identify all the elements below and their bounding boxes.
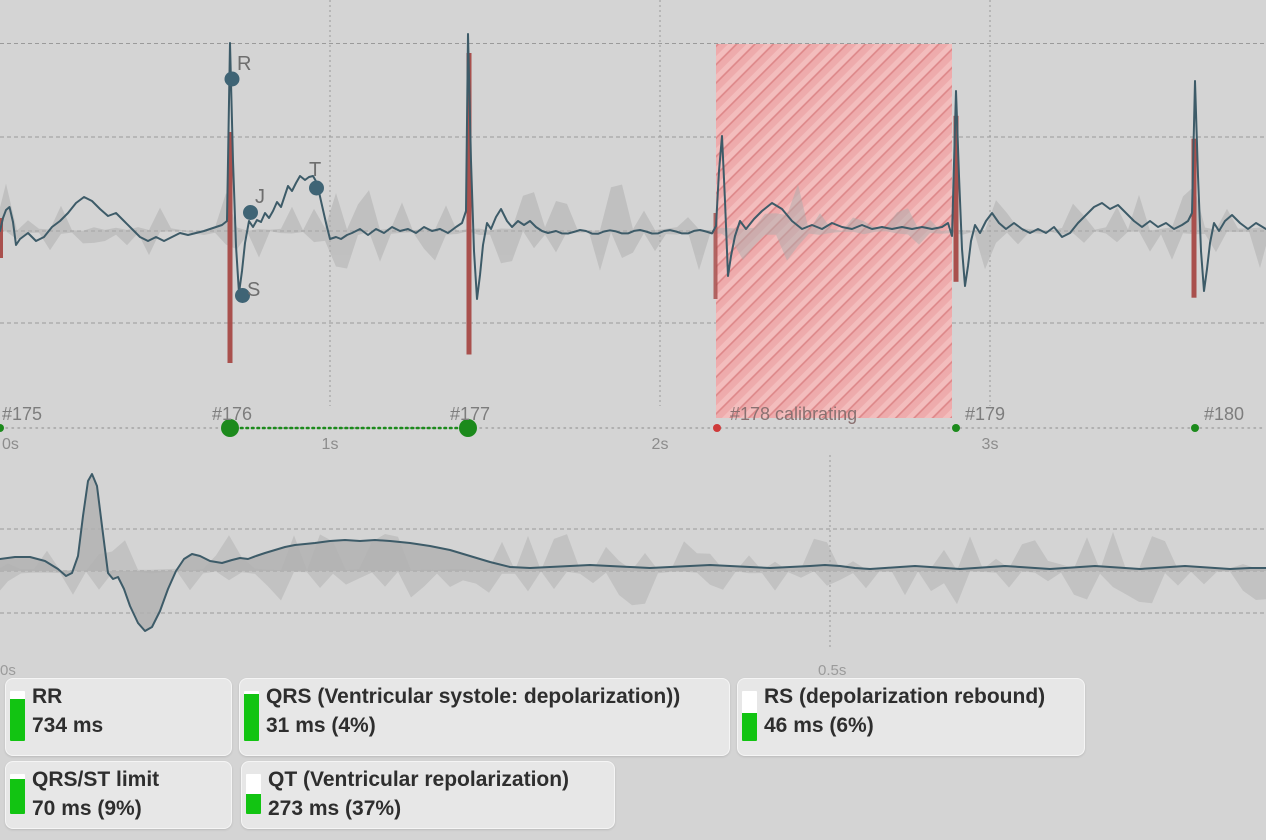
svg-text:#177: #177 <box>450 404 490 424</box>
svg-text:3s: 3s <box>982 436 999 453</box>
svg-text:J: J <box>255 186 265 208</box>
svg-text:#180: #180 <box>1204 404 1244 424</box>
svg-text:1s: 1s <box>322 436 339 453</box>
svg-text:0s: 0s <box>2 436 19 453</box>
svg-text:T: T <box>309 159 321 181</box>
svg-text:2s: 2s <box>652 436 669 453</box>
svg-text:#176: #176 <box>212 404 252 424</box>
svg-text:R: R <box>237 53 251 75</box>
svg-text:#179: #179 <box>965 404 1005 424</box>
svg-text:#178 calibrating: #178 calibrating <box>730 404 857 424</box>
svg-text:#175: #175 <box>2 404 42 424</box>
svg-text:S: S <box>247 279 260 301</box>
